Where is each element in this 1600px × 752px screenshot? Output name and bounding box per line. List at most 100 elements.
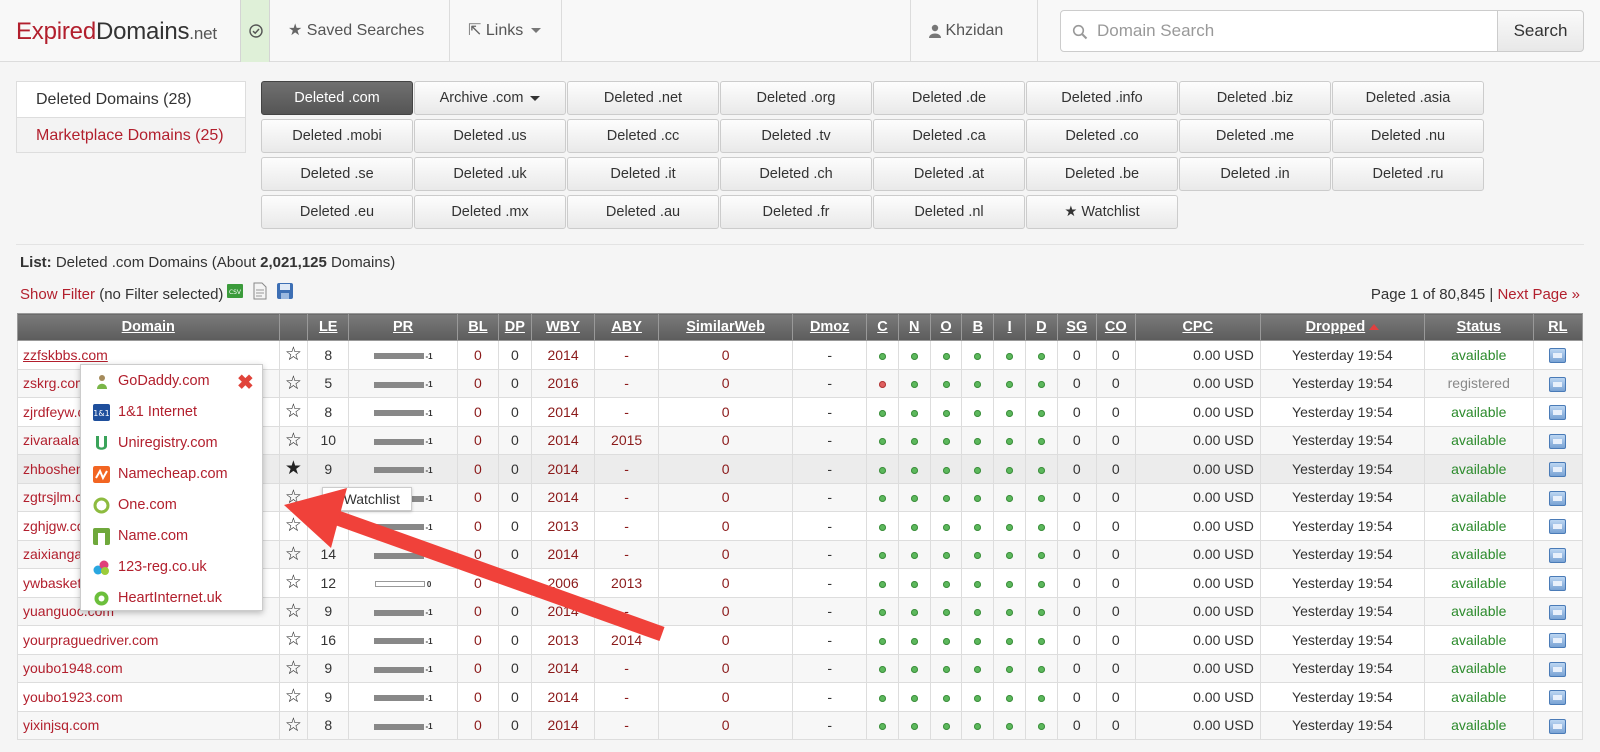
availability-n-cell[interactable] [897, 511, 931, 541]
availability-o-cell[interactable] [929, 568, 963, 598]
availability-o-cell[interactable] [929, 653, 963, 683]
tld-button-deleted-in[interactable]: Deleted .in [1179, 157, 1331, 191]
watchlist-star-icon[interactable]: ☆ [278, 710, 309, 740]
availability-c-cell[interactable] [866, 653, 899, 683]
tld-button-deleted-be[interactable]: Deleted .be [1026, 157, 1178, 191]
availability-d-cell[interactable] [1025, 425, 1058, 455]
column-header-c[interactable]: C [866, 313, 899, 341]
availability-i-cell[interactable] [993, 539, 1026, 569]
availability-b-cell[interactable] [961, 340, 995, 370]
tld-button-deleted-cc[interactable]: Deleted .cc [567, 119, 719, 153]
tld-button-deleted-mobi[interactable]: Deleted .mobi [261, 119, 413, 153]
availability-b-cell[interactable] [961, 596, 995, 626]
tab-marketplace-domains[interactable]: Marketplace Domains (25) [16, 117, 246, 153]
registrar-link-godaddy[interactable]: GoDaddy.com [93, 370, 210, 392]
availability-d-cell[interactable] [1025, 710, 1058, 740]
rl-cell[interactable] [1532, 625, 1584, 655]
links-menu[interactable]: ⇱ Links [450, 0, 562, 62]
watchlist-star-icon[interactable]: ☆ [278, 425, 309, 455]
next-page-link[interactable]: Next Page » [1497, 286, 1580, 303]
availability-o-cell[interactable] [929, 682, 963, 712]
availability-i-cell[interactable] [993, 397, 1026, 427]
registrar-link-123reg[interactable]: 123-reg.co.uk [93, 556, 207, 578]
availability-d-cell[interactable] [1025, 539, 1058, 569]
availability-b-cell[interactable] [961, 539, 995, 569]
watchlist-star-icon[interactable]: ☆ [278, 539, 309, 569]
availability-d-cell[interactable] [1025, 653, 1058, 683]
availability-n-cell[interactable] [897, 397, 931, 427]
availability-d-cell[interactable] [1025, 340, 1058, 370]
availability-n-cell[interactable] [897, 340, 931, 370]
rl-cell[interactable] [1532, 539, 1584, 569]
availability-c-cell[interactable] [866, 454, 899, 484]
tld-button-deleted-nu[interactable]: Deleted .nu [1332, 119, 1484, 153]
availability-o-cell[interactable] [929, 368, 963, 398]
domain-link[interactable]: yourpraguedriver.com [17, 625, 280, 655]
availability-n-cell[interactable] [897, 482, 931, 512]
tld-button-deleted-net[interactable]: Deleted .net [567, 81, 719, 115]
availability-i-cell[interactable] [993, 511, 1026, 541]
registrar-link-uniregistry[interactable]: Uniregistry.com [93, 432, 218, 454]
rl-cell[interactable] [1532, 368, 1584, 398]
availability-d-cell[interactable] [1025, 397, 1058, 427]
availability-c-cell[interactable] [866, 682, 899, 712]
save-disk-icon[interactable] [276, 282, 294, 303]
availability-c-cell[interactable] [866, 568, 899, 598]
availability-c-cell[interactable] [866, 425, 899, 455]
site-logo[interactable]: ExpiredDomains.net [16, 18, 217, 46]
domain-search-input[interactable]: Domain Search [1060, 10, 1498, 52]
tld-button-deleted-asia[interactable]: Deleted .asia [1332, 81, 1484, 115]
registrar-link-onecom[interactable]: One.com [93, 494, 177, 516]
search-button[interactable]: Search [1497, 10, 1584, 52]
tld-button-deleted-ru[interactable]: Deleted .ru [1332, 157, 1484, 191]
column-header-aby[interactable]: ABY [594, 313, 659, 341]
availability-n-cell[interactable] [897, 625, 931, 655]
column-header-co[interactable]: CO [1095, 313, 1136, 341]
availability-n-cell[interactable] [897, 596, 931, 626]
tld-button-deleted-au[interactable]: Deleted .au [567, 195, 719, 229]
availability-c-cell[interactable] [866, 596, 899, 626]
availability-o-cell[interactable] [929, 340, 963, 370]
availability-c-cell[interactable] [866, 368, 899, 398]
column-header-d[interactable]: D [1025, 313, 1058, 341]
availability-i-cell[interactable] [993, 482, 1026, 512]
registrar-link-heartinternet[interactable]: HeartInternet.uk [93, 587, 222, 609]
availability-n-cell[interactable] [897, 368, 931, 398]
availability-o-cell[interactable] [929, 625, 963, 655]
watchlist-star-icon[interactable]: ☆ [278, 682, 309, 712]
column-header-n[interactable]: N [897, 313, 931, 341]
availability-c-cell[interactable] [866, 482, 899, 512]
registrar-link-namecom[interactable]: Name.com [93, 525, 188, 547]
availability-b-cell[interactable] [961, 454, 995, 484]
rl-cell[interactable] [1532, 568, 1584, 598]
availability-b-cell[interactable] [961, 682, 995, 712]
availability-d-cell[interactable] [1025, 368, 1058, 398]
rl-cell[interactable] [1532, 710, 1584, 740]
domain-link[interactable]: youbo1923.com [17, 682, 280, 712]
tld-button-deleted-eu[interactable]: Deleted .eu [261, 195, 413, 229]
availability-b-cell[interactable] [961, 625, 995, 655]
column-header-o[interactable]: O [929, 313, 963, 341]
show-filter-link[interactable]: Show Filter [20, 286, 96, 303]
tld-button-deleted-co[interactable]: Deleted .co [1026, 119, 1178, 153]
tld-button-deleted-me[interactable]: Deleted .me [1179, 119, 1331, 153]
column-header-sg[interactable]: SG [1056, 313, 1097, 341]
tld-button-deleted-org[interactable]: Deleted .org [720, 81, 872, 115]
watchlist-star-icon[interactable]: ☆ [278, 568, 309, 598]
availability-c-cell[interactable] [866, 710, 899, 740]
rl-cell[interactable] [1532, 340, 1584, 370]
column-header-dmoz[interactable]: Dmoz [792, 313, 868, 341]
tld-button-deleted-ca[interactable]: Deleted .ca [873, 119, 1025, 153]
rl-cell[interactable] [1532, 682, 1584, 712]
rl-cell[interactable] [1532, 596, 1584, 626]
availability-o-cell[interactable] [929, 482, 963, 512]
tld-button-deleted-de[interactable]: Deleted .de [873, 81, 1025, 115]
availability-c-cell[interactable] [866, 625, 899, 655]
availability-d-cell[interactable] [1025, 596, 1058, 626]
user-menu[interactable]: Khzidan [910, 0, 1038, 96]
watchlist-star-icon[interactable]: ☆ [278, 653, 309, 683]
tld-button-deleted-mx[interactable]: Deleted .mx [414, 195, 566, 229]
availability-n-cell[interactable] [897, 710, 931, 740]
availability-i-cell[interactable] [993, 454, 1026, 484]
tld-button-archive-com[interactable]: Archive .com [414, 81, 566, 115]
